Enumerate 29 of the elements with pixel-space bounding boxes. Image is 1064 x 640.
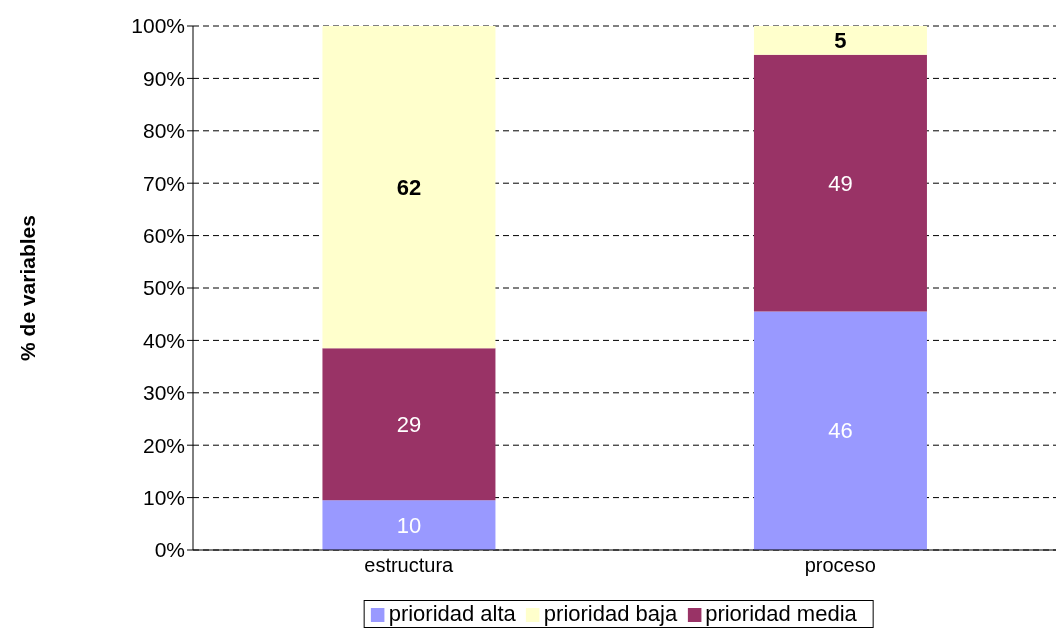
y-tick-label: 90% bbox=[142, 66, 185, 90]
data-label: 5 bbox=[834, 28, 847, 54]
legend-label: prioridad baja bbox=[543, 601, 678, 626]
y-tick-label: 30% bbox=[142, 381, 185, 405]
bar bbox=[322, 348, 496, 501]
y-tick-label: 70% bbox=[142, 171, 185, 195]
y-tick-label: 40% bbox=[142, 328, 185, 352]
y-tick-label: 50% bbox=[142, 276, 185, 300]
y-tick-label: 0% bbox=[154, 538, 185, 562]
legend-label: prioridad alta bbox=[388, 601, 516, 626]
data-label: 49 bbox=[828, 170, 853, 196]
data-label: 46 bbox=[828, 418, 853, 444]
x-tick-label: estructura bbox=[364, 554, 455, 577]
data-label: 62 bbox=[396, 174, 422, 200]
bar bbox=[322, 500, 496, 550]
y-axis-title: % de variables bbox=[16, 215, 40, 361]
y-tick-label: 20% bbox=[142, 433, 185, 457]
y-tick-label: 100% bbox=[131, 14, 185, 38]
bar bbox=[753, 311, 927, 550]
bar bbox=[322, 26, 496, 349]
data-label: 29 bbox=[396, 411, 422, 437]
bar bbox=[753, 26, 927, 55]
data-label: 10 bbox=[396, 512, 422, 538]
x-tick-label: proceso bbox=[804, 554, 876, 577]
y-tick-label: 80% bbox=[142, 119, 185, 143]
y-tick-label: 10% bbox=[142, 486, 185, 510]
y-tick-label: 60% bbox=[142, 224, 185, 248]
bar bbox=[753, 54, 927, 312]
legend-label: prioridad media bbox=[705, 601, 857, 626]
